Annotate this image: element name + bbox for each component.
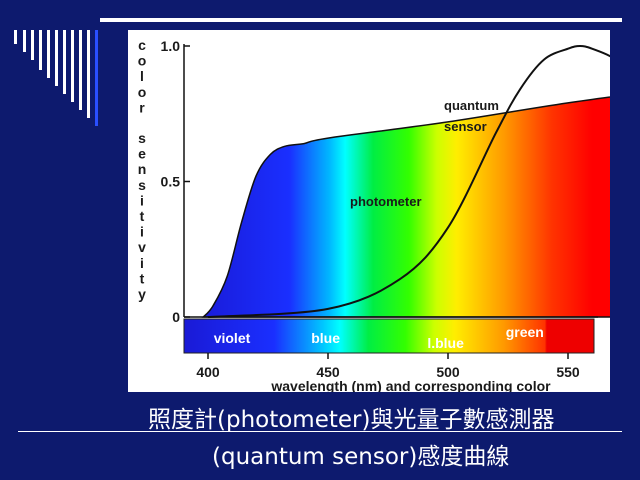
x-tick-label: 550 — [556, 364, 580, 380]
decorative-stripe — [39, 30, 42, 70]
caption-rule — [18, 431, 622, 432]
decorative-stripes — [14, 30, 104, 130]
quantum-sensor-label: quantum sensor — [444, 98, 499, 134]
title-rule — [100, 18, 622, 22]
quantum-sensor-area — [201, 96, 610, 318]
decorative-stripe — [95, 30, 98, 126]
decorative-stripe — [23, 30, 26, 52]
band-label-blue: blue — [311, 330, 340, 346]
decorative-stripe — [14, 30, 17, 44]
y-tick-label: 1.0 — [161, 38, 181, 54]
x-axis-label: wavelength (nm) and corresponding color — [270, 378, 551, 392]
decorative-stripe — [31, 30, 34, 60]
band-label-lblue: l.blue — [427, 335, 464, 351]
decorative-stripe — [87, 30, 90, 118]
y-tick-label: 0.5 — [161, 174, 181, 190]
decorative-stripe — [63, 30, 66, 94]
caption-line-2: (quantum sensor)感度曲線 — [212, 444, 510, 470]
caption-line-1: 照度計(photometer)與光量子數感測器 — [148, 407, 555, 433]
color-band — [183, 318, 595, 354]
decorative-stripe — [55, 30, 58, 86]
x-tick-label: 450 — [316, 364, 340, 380]
photometer-curve — [207, 44, 610, 318]
x-tick-label: 400 — [196, 364, 220, 380]
y-tick-label: 0 — [172, 309, 180, 325]
band-label-violet: violet — [214, 330, 251, 346]
decorative-stripe — [71, 30, 74, 102]
band-label-green: green — [506, 324, 544, 340]
x-tick-label: 500 — [436, 364, 460, 380]
photometer-label: photometer — [350, 194, 422, 209]
decorative-stripe — [47, 30, 50, 78]
decorative-stripe — [79, 30, 82, 110]
